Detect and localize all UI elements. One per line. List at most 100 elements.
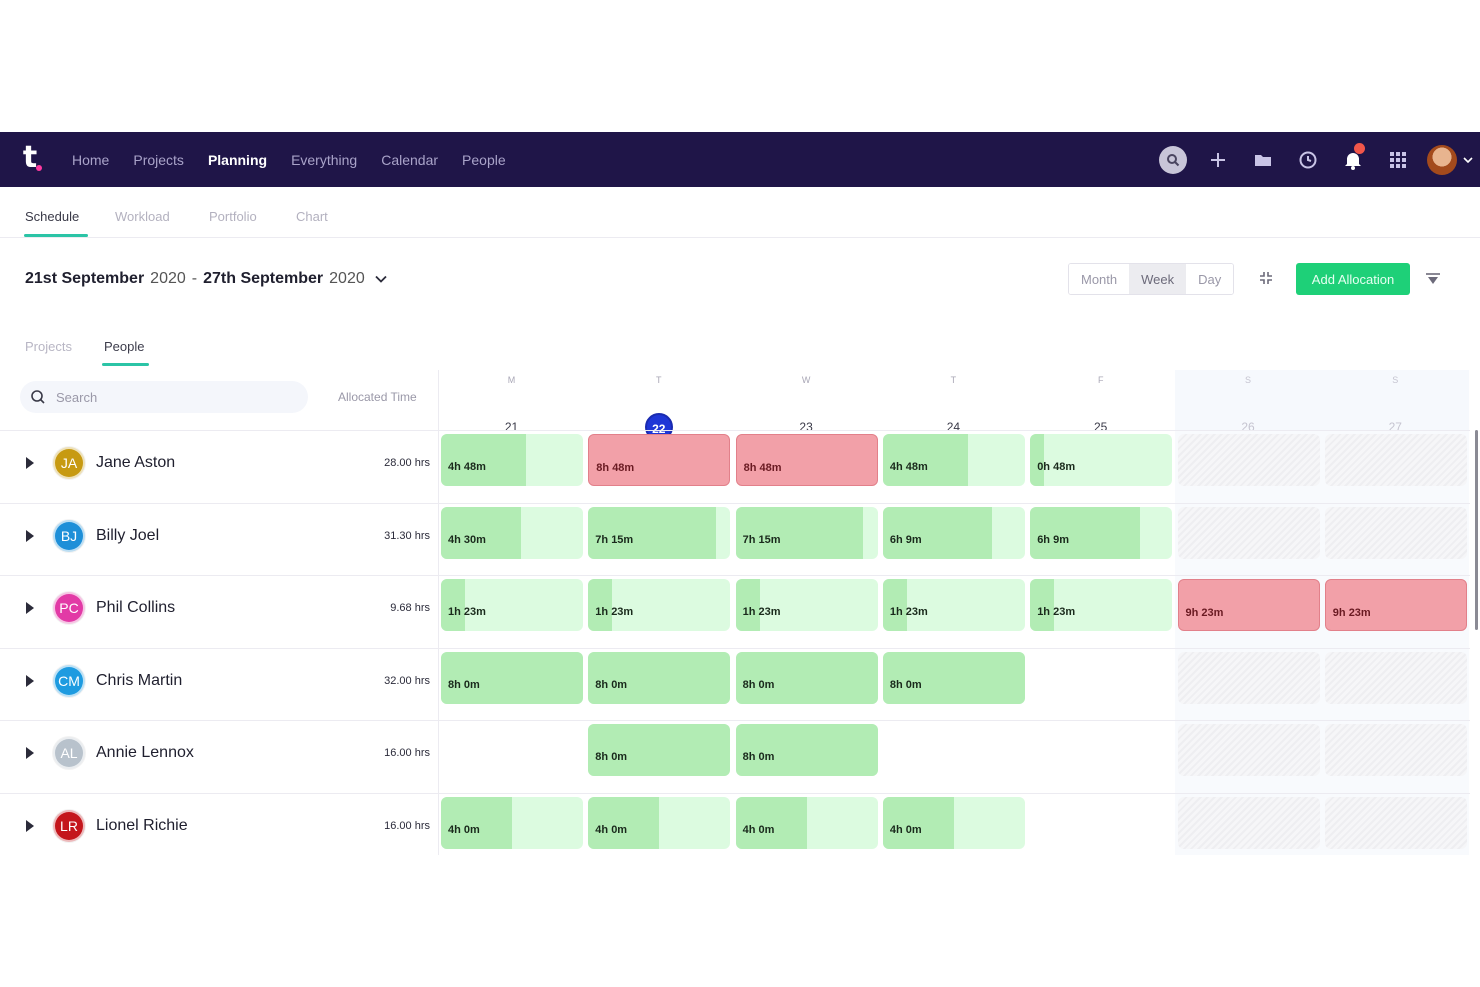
allocation-cell[interactable]: 8h 0m (588, 651, 731, 704)
allocation-cell[interactable]: 4h 0m (441, 797, 583, 849)
search-icon (31, 390, 45, 404)
allocated-hours: 28.00 hrs (384, 457, 430, 469)
plus-icon[interactable] (1195, 151, 1240, 169)
allocation-cell[interactable]: 6h 9m (882, 506, 1025, 559)
expand-caret-icon[interactable] (26, 529, 34, 542)
weekend-cell (1177, 797, 1320, 849)
allocation-fill (588, 506, 717, 559)
person-name[interactable]: Phil Collins (96, 599, 176, 617)
row-divider (0, 502, 1470, 504)
person-name[interactable]: Annie Lennox (96, 744, 194, 762)
allocation-cell[interactable]: 1h 23m (735, 579, 878, 632)
allocation-cell[interactable]: 1h 23m (1030, 579, 1173, 632)
allocation-cell[interactable]: 8h 0m (882, 651, 1025, 704)
tab-schedule[interactable]: Schedule (25, 209, 80, 224)
row-divider (0, 575, 1470, 577)
allocation-label: 7h 15m (595, 533, 634, 546)
allocation-fill (588, 724, 731, 777)
allocation-cell[interactable]: 8h 48m (588, 434, 731, 486)
expand-caret-icon[interactable] (26, 457, 34, 469)
mode-projects-tab[interactable]: Projects (25, 339, 72, 354)
allocation-cell[interactable]: 6h 9m (1030, 506, 1173, 559)
allocated-hours: 31.30 hrs (384, 529, 430, 542)
allocation-fill (588, 651, 731, 704)
allocation-cell[interactable]: 0h 48m (1030, 434, 1173, 486)
person-name[interactable]: Chris Martin (96, 671, 183, 689)
filter-icon[interactable] (1425, 272, 1441, 291)
tab-portfolio[interactable]: Portfolio (209, 209, 257, 224)
weekend-cell (1177, 434, 1320, 486)
view-day-button[interactable]: Day (1186, 264, 1234, 294)
allocated-hours: 9.68 hrs (390, 602, 430, 615)
allocation-label: 4h 48m (889, 461, 928, 473)
expand-caret-icon[interactable] (26, 747, 34, 760)
add-allocation-button[interactable]: Add Allocation (1296, 263, 1410, 295)
tab-chart[interactable]: Chart (296, 209, 328, 224)
allocation-cell[interactable]: 8h 0m (735, 651, 878, 704)
nav-home[interactable]: Home (72, 151, 110, 168)
day-letter: T (950, 375, 957, 385)
allocation-cell[interactable]: 1h 23m (441, 579, 583, 632)
app-logo[interactable]: t (0, 132, 60, 187)
allocation-cell[interactable]: 8h 48m (735, 434, 878, 486)
avatar: AL (53, 737, 85, 770)
allocation-cell[interactable]: 7h 15m (588, 506, 731, 559)
search-input[interactable] (56, 389, 276, 405)
user-menu[interactable] (1420, 144, 1480, 175)
mode-people-tab[interactable]: People (104, 339, 145, 354)
allocation-label: 1h 23m (1037, 606, 1076, 619)
global-search-button[interactable] (1150, 145, 1195, 174)
allocation-cell[interactable]: 4h 48m (441, 434, 583, 486)
person-name[interactable]: Lionel Richie (96, 817, 188, 834)
avatar: BJ (53, 519, 85, 552)
nav-people[interactable]: People (462, 151, 506, 168)
allocation-cell[interactable]: 8h 0m (735, 724, 878, 777)
folder-icon[interactable] (1240, 153, 1285, 167)
allocation-cell[interactable]: 4h 48m (882, 434, 1025, 486)
weekend-cell (1177, 651, 1320, 704)
allocation-cell[interactable]: 7h 15m (735, 506, 878, 559)
apps-grid-icon[interactable] (1375, 151, 1420, 169)
allocation-label: 4h 0m (889, 824, 922, 836)
allocation-cell[interactable]: 4h 0m (588, 797, 731, 849)
allocation-cell[interactable]: 4h 0m (882, 797, 1025, 849)
top-nav: t Home Projects Planning Everything Cale… (0, 132, 1480, 187)
person-name[interactable]: Billy Joel (96, 526, 160, 544)
expand-caret-icon[interactable] (26, 602, 34, 615)
allocation-cell[interactable]: 8h 0m (441, 651, 583, 704)
allocation-label: 9h 23m (1332, 607, 1371, 620)
allocation-cell[interactable]: 4h 0m (735, 797, 878, 849)
grid-divider (438, 370, 439, 855)
expand-caret-icon[interactable] (26, 674, 34, 687)
nav-everything[interactable]: Everything (291, 151, 358, 168)
day-letter: W (801, 375, 811, 385)
day-header: T 22 (585, 370, 732, 441)
allocation-fill (441, 797, 512, 849)
allocation-cell[interactable]: 1h 23m (882, 579, 1025, 632)
nav-calendar[interactable]: Calendar (381, 151, 439, 168)
allocation-cell[interactable]: 9h 23m (1324, 579, 1467, 632)
clock-icon[interactable] (1285, 150, 1330, 170)
allocation-cell[interactable]: 9h 23m (1177, 579, 1320, 632)
user-avatar (1427, 144, 1457, 175)
date-range-picker[interactable]: 21st September 2020 - 27th September 202… (25, 270, 387, 288)
allocation-cell[interactable]: 8h 0m (588, 724, 731, 777)
weekend-cell (1177, 506, 1320, 559)
nav-projects[interactable]: Projects (133, 151, 184, 168)
allocation-cell[interactable]: 1h 23m (588, 579, 731, 632)
allocation-label: 1h 23m (448, 606, 486, 619)
scrollbar[interactable] (1475, 430, 1478, 630)
mode-tab-indicator (102, 363, 149, 366)
collapse-icon[interactable] (1258, 270, 1274, 291)
expand-caret-icon[interactable] (26, 820, 34, 832)
person-name[interactable]: Jane Aston (96, 454, 176, 471)
bell-icon[interactable] (1330, 142, 1375, 170)
allocation-label: 4h 0m (448, 824, 480, 836)
view-month-button[interactable]: Month (1069, 264, 1130, 294)
tab-workload[interactable]: Workload (115, 209, 170, 224)
avatar: LR (53, 810, 85, 842)
view-week-button[interactable]: Week (1129, 264, 1187, 294)
allocation-fill (441, 579, 466, 632)
nav-planning[interactable]: Planning (207, 151, 268, 168)
allocation-cell[interactable]: 4h 30m (441, 506, 583, 559)
